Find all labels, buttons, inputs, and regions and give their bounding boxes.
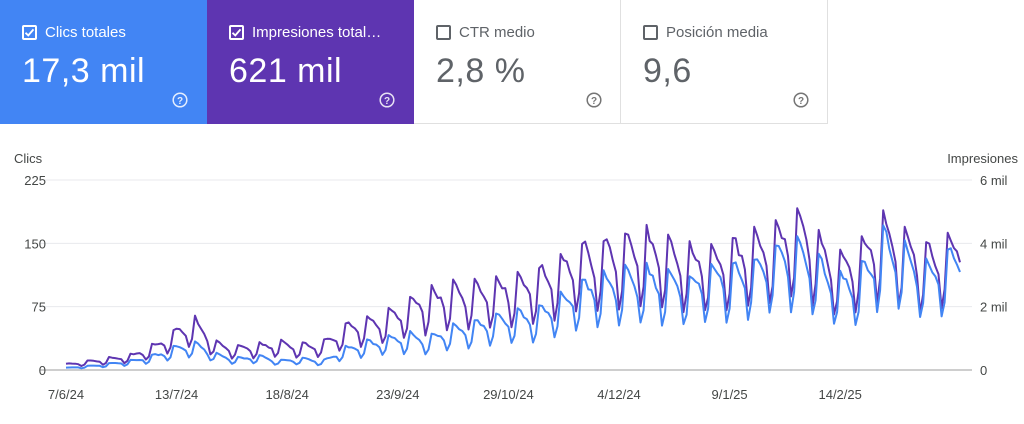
checkmark-icon (24, 28, 35, 37)
checkbox-icon[interactable] (436, 25, 451, 40)
svg-text:?: ? (384, 96, 390, 107)
checkbox-icon[interactable] (22, 25, 37, 40)
metric-card-average-ctr[interactable]: CTR medio 2,8 % ? (414, 0, 621, 124)
y-left-tick-label: 150 (24, 236, 46, 251)
metric-header: Impresiones total… (229, 24, 381, 41)
metric-header: CTR medio (436, 24, 535, 41)
metric-card-average-position[interactable]: Posición media 9,6 ? (621, 0, 828, 124)
metric-header: Clics totales (22, 24, 126, 41)
checkbox-icon[interactable] (229, 25, 244, 40)
metric-value: 2,8 % (436, 52, 526, 90)
svg-text:?: ? (798, 96, 804, 107)
y-right-tick-label: 4 mil (980, 236, 1008, 251)
y-left-tick-label: 75 (32, 300, 46, 315)
y-right-tick-label: 6 mil (980, 173, 1008, 188)
help-circle-icon[interactable]: ? (379, 92, 395, 108)
x-tick-label: 14/2/25 (818, 387, 861, 402)
svg-text:?: ? (177, 96, 183, 107)
metric-label: CTR medio (459, 24, 535, 41)
x-tick-labels: 7/6/24 13/7/24 18/8/24 23/9/24 29/10/24 4/12/… (48, 387, 862, 402)
y-right-tick-label: 0 (980, 363, 987, 378)
help-circle-icon[interactable]: ? (172, 92, 188, 108)
x-tick-label: 9/1/25 (712, 387, 748, 402)
y-axis-right-title: Impresiones (947, 151, 1018, 166)
series-line-clics (65, 224, 961, 370)
x-tick-label: 23/9/24 (376, 387, 419, 402)
x-tick-label: 7/6/24 (48, 387, 84, 402)
y-tick-labels: 0 75 150 225 0 2 mil 4 mil 6 mil (24, 173, 1007, 378)
metric-label: Impresiones total… (252, 24, 382, 41)
checkmark-icon (231, 28, 242, 37)
grid-lines (40, 179, 972, 371)
series-line-impresiones (65, 207, 961, 367)
y-axis-left-title: Clics (14, 151, 43, 166)
help-circle-icon[interactable]: ? (793, 92, 809, 108)
y-left-tick-label: 0 (39, 363, 46, 378)
metric-header: Posición media (643, 24, 768, 41)
checkbox-icon[interactable] (643, 25, 658, 40)
metric-value: 9,6 (643, 52, 692, 90)
metric-value: 17,3 mil (22, 52, 146, 90)
svg-text:?: ? (591, 96, 597, 107)
metric-card-total-clicks[interactable]: Clics totales 17,3 mil ? (0, 0, 207, 124)
x-tick-label: 29/10/24 (483, 387, 534, 402)
x-tick-label: 13/7/24 (155, 387, 198, 402)
metric-value: 621 mil (229, 52, 343, 90)
y-right-tick-label: 2 mil (980, 300, 1008, 315)
help-circle-icon[interactable]: ? (586, 92, 602, 108)
series-lines (65, 207, 961, 370)
performance-chart[interactable]: Clics Impresiones 0 75 150 225 0 2 mil 4 mil 6 … (0, 124, 1024, 424)
x-tick-label: 4/12/24 (597, 387, 640, 402)
metric-label: Posición media (666, 24, 768, 41)
y-left-tick-label: 225 (24, 173, 46, 188)
metric-card-total-impressions[interactable]: Impresiones total… 621 mil ? (207, 0, 414, 124)
metric-cards: Clics totales 17,3 mil ? Impresiones tot… (0, 0, 828, 124)
metric-label: Clics totales (45, 24, 126, 41)
x-tick-label: 18/8/24 (266, 387, 309, 402)
